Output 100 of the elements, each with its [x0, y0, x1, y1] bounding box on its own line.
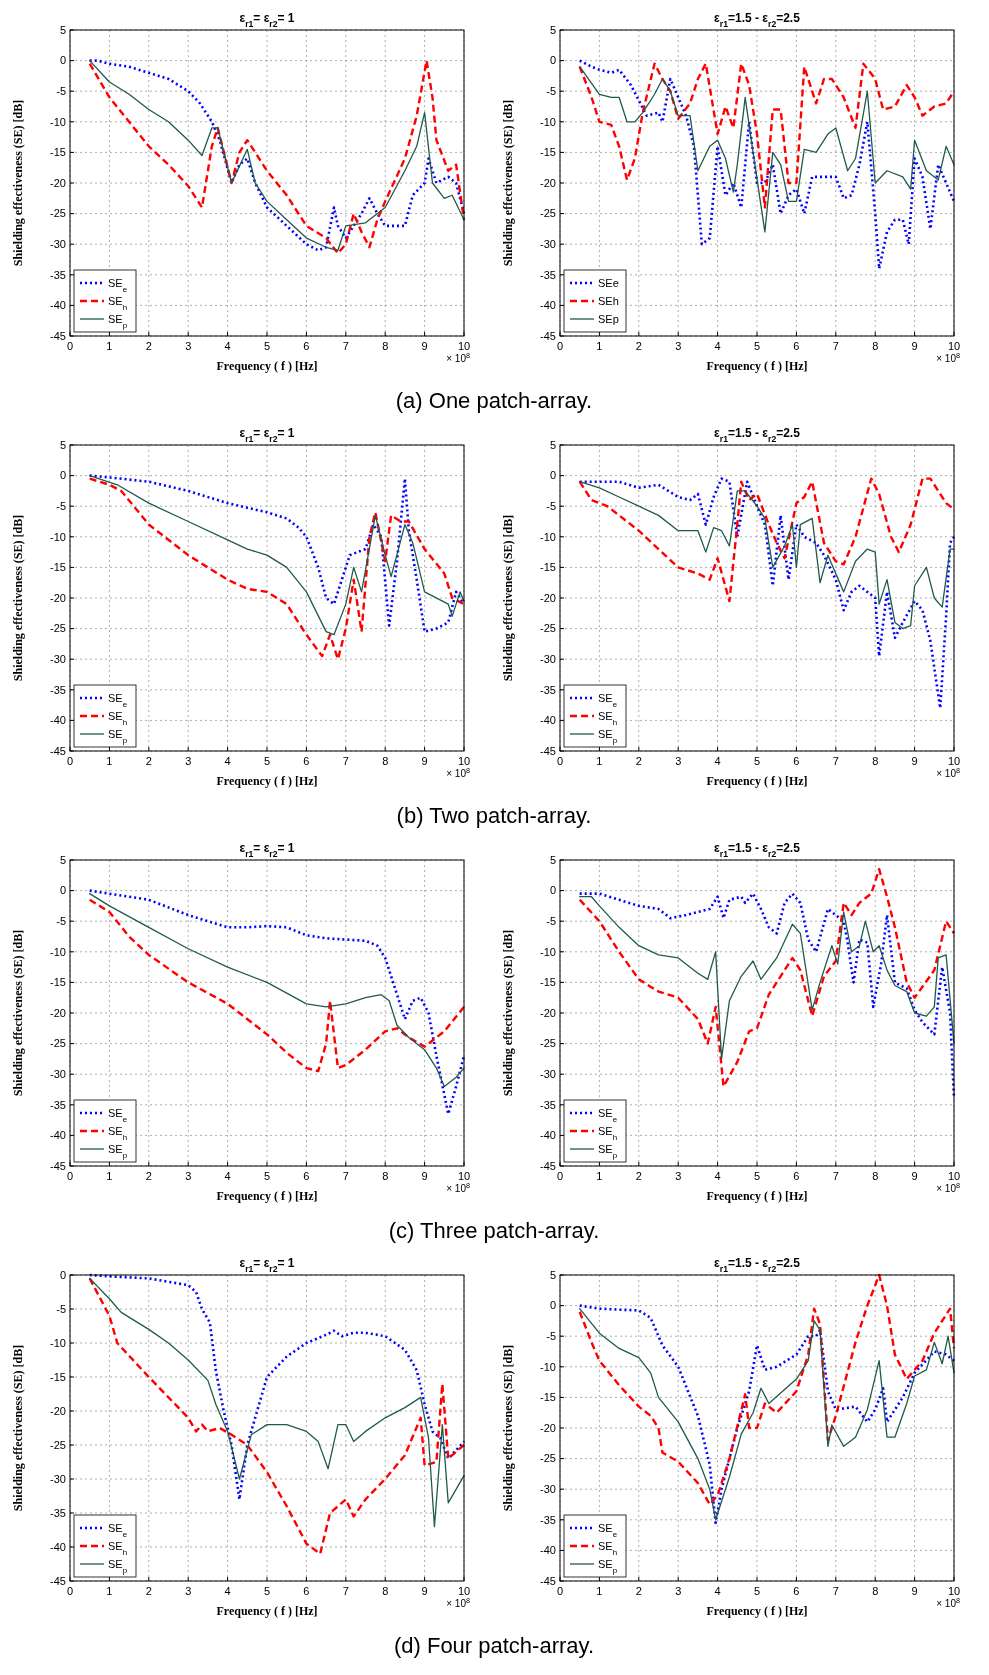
y-tick-label: 0	[549, 884, 556, 897]
y-axis-title: Shielding effectiveness (SE) [dB]	[11, 99, 25, 267]
x-tick-label: 1	[106, 755, 113, 767]
y-tick-label: -5	[546, 85, 556, 98]
x-tick-label: 8	[382, 755, 389, 767]
x-tick-label: 3	[675, 1585, 682, 1597]
x-tick-label: 1	[106, 340, 113, 352]
chart-title: ε$_{r1}$= ε$_{r2}$= 1	[239, 841, 295, 859]
legend-label: SEe	[598, 276, 619, 289]
y-axis-title: Shielding effectiveness (SE) [dB]	[501, 99, 515, 267]
x-tick-label: 3	[185, 340, 192, 352]
y-tick-label: 0	[59, 469, 66, 482]
x-axis-title: Frequency ( f ) [Hz]	[706, 774, 808, 788]
y-tick-label: -10	[540, 530, 556, 543]
x-tick-label: 2	[635, 1170, 642, 1182]
y-tick-label: -5	[56, 915, 66, 928]
text: × 10$^{8}$	[936, 765, 960, 779]
legend-label: SE$_{e}$	[108, 1106, 128, 1124]
x-tick-label: 10	[457, 1170, 471, 1182]
y-tick-label: 0	[59, 884, 66, 897]
legend-label: SE$_{e}$	[108, 691, 128, 709]
x-tick-label: 9	[911, 1585, 918, 1597]
y-tick-label: -30	[540, 1483, 556, 1496]
y-tick-label: -45	[50, 744, 66, 757]
x-tick-label: 5	[263, 340, 271, 352]
x-tick-label: 4	[714, 340, 721, 352]
x-tick-label: 3	[185, 1170, 192, 1182]
x-tick-label: 9	[421, 755, 428, 767]
y-tick-label: 5	[549, 23, 556, 36]
legend-label: SE$_{h}$	[598, 1124, 618, 1142]
y-tick-label: -5	[546, 1330, 556, 1343]
y-tick-label: 0	[549, 1299, 556, 1312]
x-tick-label: 7	[342, 755, 349, 767]
x-tick-label: 4	[714, 1170, 721, 1182]
x-tick-label: 7	[832, 340, 839, 352]
legend-label: SE$_{h}$	[598, 1539, 618, 1557]
x-axis-title: Frequency ( f ) [Hz]	[216, 359, 318, 373]
x-tick-label: 5	[263, 755, 271, 767]
x-tick-label: 10	[947, 1585, 961, 1597]
x-tick-label: 5	[263, 1585, 271, 1597]
chart-title: ε$_{r1}$=1.5 - ε$_{r2}$=2.5	[714, 11, 801, 29]
y-tick-label: -30	[50, 1068, 66, 1081]
legend-label: SE$_{h}$	[108, 709, 128, 727]
x-tick-label: 2	[145, 1585, 152, 1597]
y-axis-title: Shielding effectiveness (SE) [dB]	[11, 929, 25, 1097]
text: × 10$^{8}$	[446, 1595, 470, 1609]
x-tick-label: 4	[224, 1170, 231, 1182]
y-tick-label: -40	[540, 299, 556, 312]
chart-title: ε$_{r1}$= ε$_{r2}$= 1	[239, 426, 295, 444]
legend-label: SE$_{h}$	[598, 709, 618, 727]
y-tick-label: -40	[50, 714, 66, 727]
x-tick-label: 3	[675, 340, 682, 352]
x-axis-title: Frequency ( f ) [Hz]	[706, 359, 808, 373]
y-tick-label: -35	[50, 1098, 66, 1111]
text: (b) Two patch-array.	[396, 803, 592, 828]
x-tick-label: 8	[382, 340, 389, 352]
x-tick-label: 2	[145, 340, 152, 352]
y-tick-label: -40	[540, 1544, 556, 1557]
y-tick-label: -45	[50, 1159, 66, 1172]
line-series	[579, 481, 955, 630]
y-tick-label: -20	[540, 591, 556, 604]
legend-label: SE$_{h}$	[108, 1539, 128, 1557]
x-axis-title: Frequency ( f ) [Hz]	[706, 1189, 808, 1203]
x-tick-label: 7	[832, 1585, 839, 1597]
y-tick-label: -5	[56, 85, 66, 98]
x-tick-label: 8	[872, 340, 879, 352]
x-tick-label: 10	[947, 1170, 961, 1182]
y-tick-label: -35	[540, 268, 556, 281]
text: (a) One patch-array.	[395, 388, 593, 413]
text: × 10$^{8}$	[446, 765, 470, 779]
y-tick-label: 5	[59, 438, 66, 451]
x-axis-title: Frequency ( f ) [Hz]	[216, 1189, 318, 1203]
x-tick-label: 1	[596, 1170, 603, 1182]
x-tick-label: 7	[832, 755, 839, 767]
y-tick-label: -25	[540, 622, 556, 635]
y-tick-label: -35	[50, 268, 66, 281]
y-tick-label: -30	[50, 653, 66, 666]
y-tick-label: 5	[549, 853, 556, 866]
x-tick-label: 4	[714, 755, 721, 767]
y-tick-label: 0	[549, 469, 556, 482]
line-series	[88, 477, 466, 661]
x-tick-label: 8	[872, 1585, 879, 1597]
y-tick-label: -15	[540, 1391, 556, 1404]
x-tick-label: 2	[145, 1170, 152, 1182]
line-series	[579, 896, 955, 1060]
x-tick-label: 4	[714, 1585, 721, 1597]
x-tick-label: 5	[753, 340, 761, 352]
legend-label: SE$_{e}$	[598, 1521, 618, 1539]
y-tick-label: -30	[50, 1472, 66, 1485]
y-tick-label: 0	[59, 1268, 66, 1281]
legend-label: SE$_{e}$	[598, 1106, 618, 1124]
x-tick-label: 6	[303, 340, 310, 352]
y-tick-label: -20	[50, 591, 66, 604]
x-tick-label: 7	[342, 340, 349, 352]
x-tick-label: 1	[106, 1585, 113, 1597]
y-tick-label: 5	[59, 853, 66, 866]
legend-label: SE$_{p}$	[108, 312, 128, 330]
x-tick-label: 9	[421, 340, 428, 352]
text: × 10$^{8}$	[936, 350, 960, 364]
x-tick-label: 5	[753, 1585, 761, 1597]
